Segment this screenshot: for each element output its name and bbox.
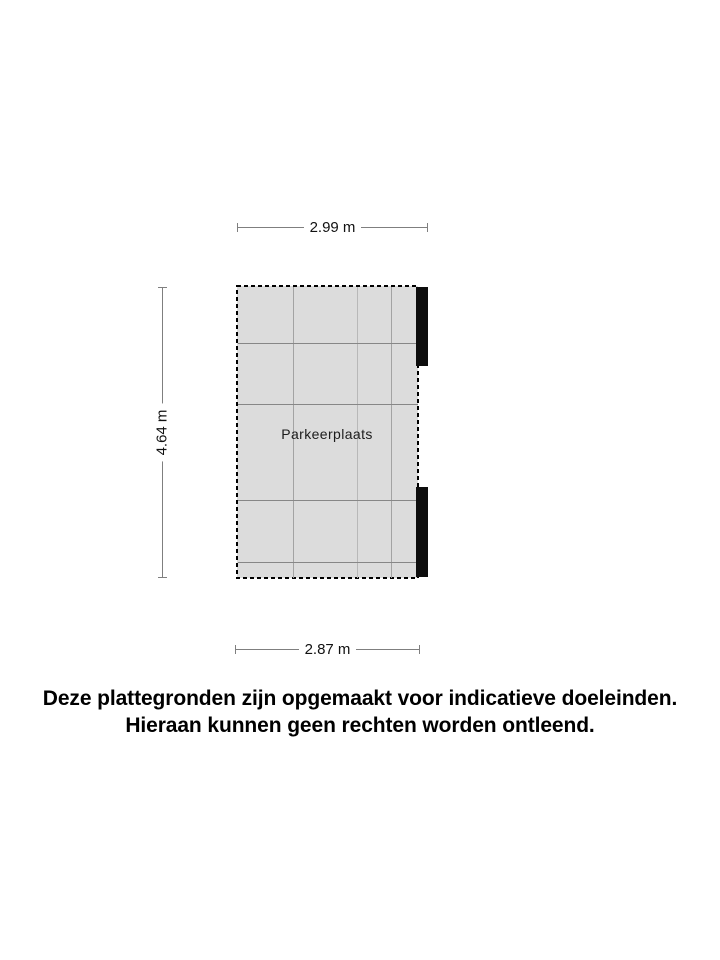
wall-segment-top — [416, 287, 428, 366]
room-label: Parkeerplaats — [281, 426, 373, 442]
dimension-top: 2.99 m — [237, 217, 428, 237]
disclaimer-line-2: Hieraan kunnen geen rechten worden ontle… — [125, 714, 595, 737]
dimension-bottom-tick-right — [419, 645, 420, 654]
dimension-bottom-label: 2.87 m — [298, 640, 357, 658]
dimension-left-tick-top — [157, 287, 167, 288]
dimension-left: 4.64 m — [151, 287, 172, 578]
disclaimer-line-1: Deze plattegronden zijn opgemaakt voor i… — [42, 687, 678, 710]
parking-space-plan — [236, 285, 428, 579]
wall-segment-bottom — [416, 487, 428, 577]
parking-space-outline — [236, 285, 419, 579]
dimension-top-tick-left — [237, 223, 238, 232]
dimension-top-tick-right — [427, 223, 428, 232]
dimension-bottom-tick-left — [235, 645, 236, 654]
disclaimer: Deze plattegronden zijn opgemaakt voor i… — [0, 685, 720, 739]
dimension-bottom: 2.87 m — [235, 639, 420, 659]
dimension-top-label: 2.99 m — [303, 218, 362, 236]
dimension-left-tick-bottom — [157, 577, 167, 578]
dimension-left-label: 4.64 m — [153, 403, 171, 462]
